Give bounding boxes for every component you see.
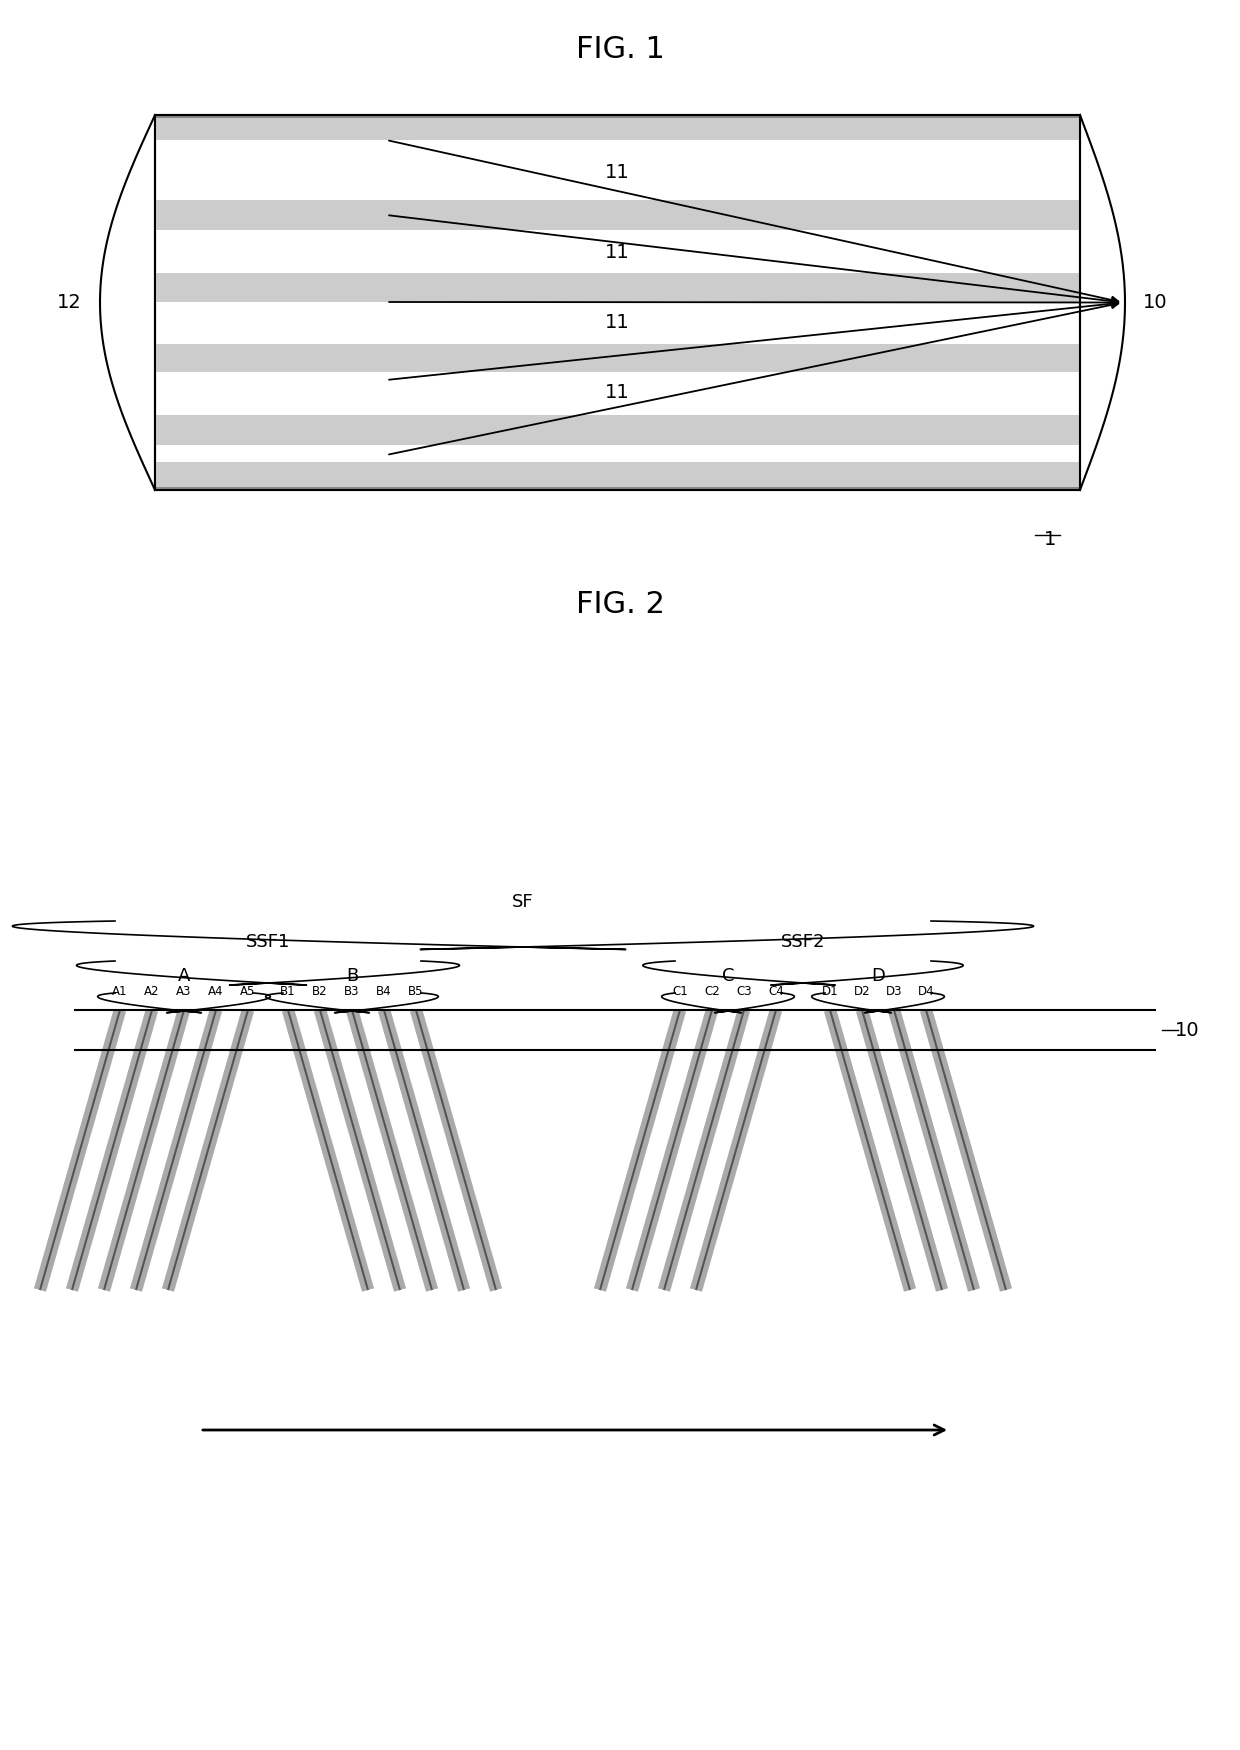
Text: A4: A4 (208, 985, 223, 997)
Text: C: C (722, 968, 734, 985)
Text: A5: A5 (241, 985, 255, 997)
Bar (155, 116, 1080, 117)
Text: C4: C4 (768, 985, 784, 997)
Text: 10: 10 (1176, 1020, 1199, 1040)
Text: SSF1: SSF1 (246, 933, 290, 950)
Text: B2: B2 (312, 985, 327, 997)
Text: SF: SF (512, 892, 533, 912)
Text: B3: B3 (345, 985, 360, 997)
Bar (155, 345, 1080, 373)
Text: B: B (346, 968, 358, 985)
Text: D3: D3 (885, 985, 903, 997)
Text: A1: A1 (113, 985, 128, 997)
Text: FIG. 2: FIG. 2 (575, 590, 665, 619)
Text: C3: C3 (737, 985, 751, 997)
Text: 11: 11 (605, 163, 630, 182)
Text: 11: 11 (605, 243, 630, 261)
Bar (155, 200, 1080, 229)
Text: B4: B4 (376, 985, 392, 997)
Bar (155, 116, 1080, 490)
Bar (155, 273, 1080, 303)
Text: D2: D2 (853, 985, 870, 997)
Text: SSF2: SSF2 (781, 933, 826, 950)
Bar (155, 462, 1080, 490)
Text: 10: 10 (1143, 292, 1168, 311)
Text: 11: 11 (605, 383, 630, 402)
Bar (155, 116, 1080, 140)
Bar (74, 970, 1154, 1010)
Text: B5: B5 (408, 985, 424, 997)
Text: FIG. 1: FIG. 1 (575, 35, 665, 65)
Bar (155, 415, 1080, 444)
Text: B1: B1 (280, 985, 296, 997)
Bar (155, 116, 1080, 490)
Text: A2: A2 (144, 985, 160, 997)
Text: A: A (177, 968, 190, 985)
Text: D1: D1 (822, 985, 838, 997)
Text: 12: 12 (57, 292, 82, 311)
Text: D: D (870, 968, 885, 985)
Bar (155, 487, 1080, 490)
Text: 11: 11 (605, 313, 630, 332)
Text: C2: C2 (704, 985, 720, 997)
Text: 1: 1 (1044, 530, 1056, 550)
Text: A3: A3 (176, 985, 192, 997)
Text: C1: C1 (672, 985, 688, 997)
Text: D4: D4 (918, 985, 934, 997)
